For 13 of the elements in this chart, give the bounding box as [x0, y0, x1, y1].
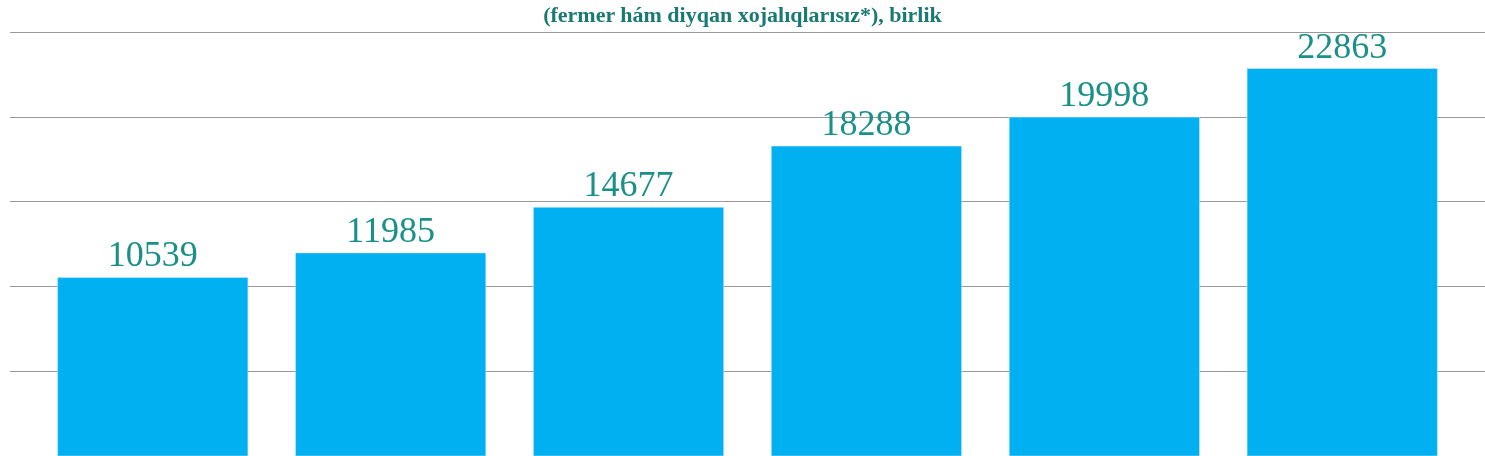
bar — [1008, 116, 1200, 456]
bar — [533, 207, 724, 456]
chart-title: (fermer hám diyqan xojalıqlarısız*), birlik — [543, 2, 943, 28]
data-label: 11985 — [346, 209, 435, 250]
bar — [295, 252, 487, 456]
data-label: 14677 — [583, 164, 674, 205]
bar — [1246, 68, 1438, 456]
data-label: 19998 — [1059, 74, 1150, 115]
data-label: 22863 — [1297, 25, 1388, 66]
data-label: 10539 — [107, 234, 198, 275]
data-label: 18288 — [821, 103, 912, 144]
bar — [771, 145, 962, 456]
bar — [57, 277, 249, 456]
